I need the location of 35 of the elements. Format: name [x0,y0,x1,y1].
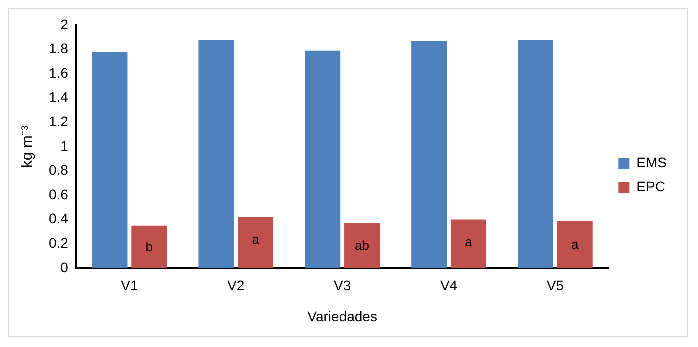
bar [238,217,274,268]
x-tick-label: V3 [334,278,352,294]
y-tick-label: 1 [60,138,69,154]
y-tick-label: 0.4 [48,210,69,227]
legend-label: EPC [636,178,666,194]
bar [518,40,554,268]
annotation: a [465,234,474,250]
annotation: a [252,232,260,248]
y-tick-label: 1.4 [48,89,69,106]
y-tick-label: 1.6 [48,64,69,81]
legend-label: EMS [636,154,668,170]
y-tick-label: 0.6 [48,186,69,202]
annotation: a [572,236,580,252]
annotation: ab [355,238,370,254]
y-tick-label: 0.8 [48,162,69,178]
y-tick-label: 0.2 [48,234,69,251]
bar [198,40,234,268]
y-tick-label: 1.2 [48,113,69,130]
annotation: b [146,239,153,254]
y-axis-title: kg m⁻³ [19,126,36,168]
bar [344,223,380,268]
bar [305,50,341,268]
bar [450,220,486,268]
bar [132,226,168,268]
y-tick-label: 0 [60,259,69,276]
bar [557,221,593,268]
bar [92,52,128,268]
x-tick-label: V4 [440,278,458,294]
x-tick-label: V5 [546,278,564,294]
bar [412,41,448,268]
x-tick-label: V1 [121,278,138,294]
x-tick-label: V2 [228,278,245,294]
y-tick-label: 1.8 [48,40,69,57]
y-tick-label: 2 [60,16,69,32]
x-axis-title: Variedades [308,308,378,324]
